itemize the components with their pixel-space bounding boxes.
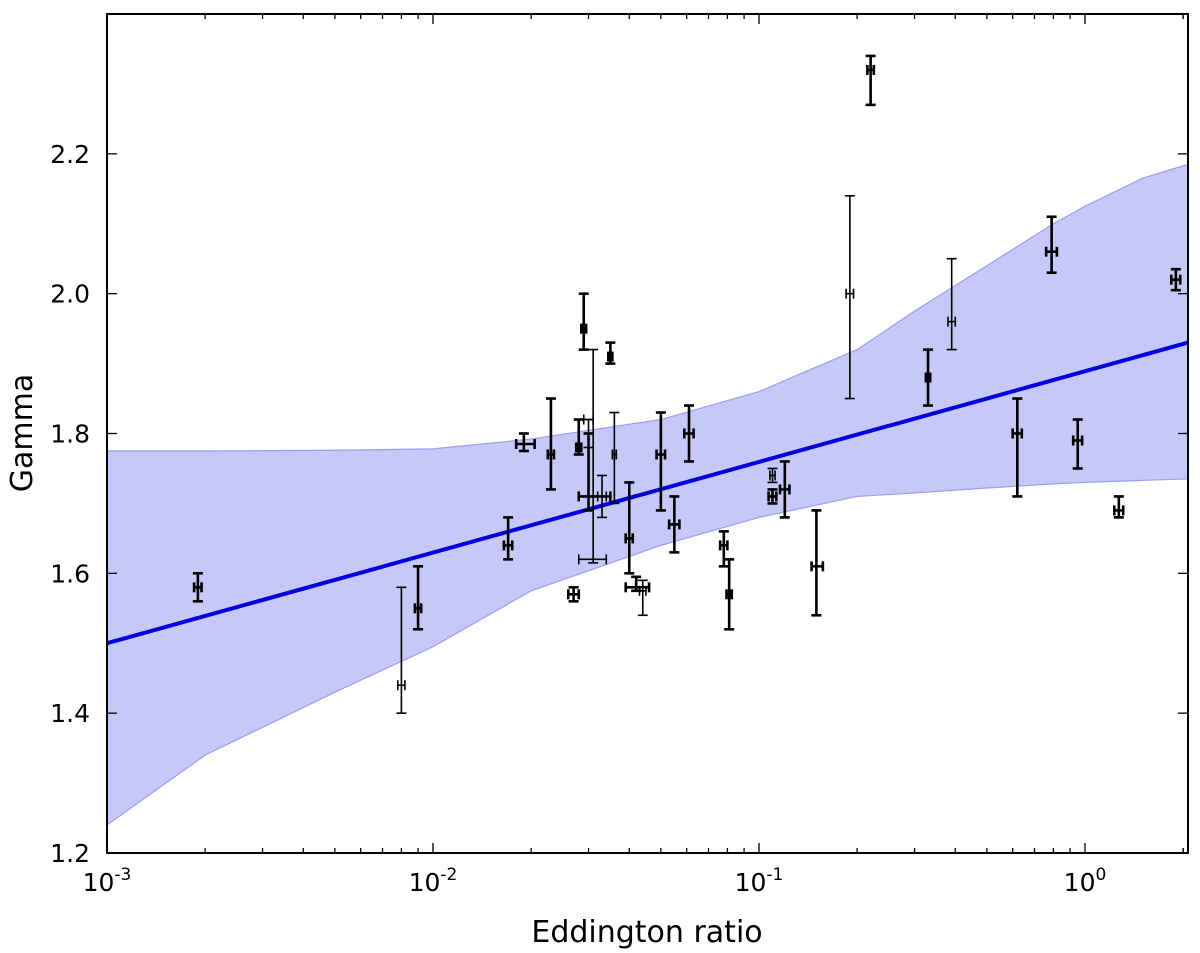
data-point xyxy=(577,432,612,512)
data-point xyxy=(844,194,855,400)
y-tick-label: 1.4 xyxy=(50,699,90,728)
x-tick-exponent: -1 xyxy=(766,865,783,885)
data-point xyxy=(810,509,825,617)
data-point xyxy=(946,257,957,351)
data-point xyxy=(778,460,791,519)
data-point xyxy=(577,348,608,565)
data-point xyxy=(1170,267,1182,292)
data-point xyxy=(682,404,695,463)
x-tick-label: 10-1 xyxy=(735,865,784,897)
band-upper-edge xyxy=(107,163,1188,452)
x-tick-exponent: 0 xyxy=(1095,865,1106,885)
data-point xyxy=(865,54,876,107)
x-tick-base: 10 xyxy=(1064,868,1096,897)
data-point xyxy=(413,565,424,631)
data-point xyxy=(396,586,407,714)
y-tick-label: 1.2 xyxy=(50,839,90,868)
x-tick-label: 10-2 xyxy=(409,865,458,897)
x-tick-base: 10 xyxy=(409,868,441,897)
data-point xyxy=(596,474,608,519)
x-tick-base: 10 xyxy=(83,868,115,897)
data-point xyxy=(1011,397,1024,498)
data-point xyxy=(192,572,203,603)
data-point xyxy=(609,411,620,505)
y-tick-label: 2.0 xyxy=(50,280,90,309)
data-point xyxy=(637,579,648,617)
data-point xyxy=(767,488,778,505)
data-point xyxy=(718,530,729,568)
data-point xyxy=(566,586,581,603)
data-point xyxy=(545,397,556,491)
x-tick-exponent: -3 xyxy=(114,865,131,885)
data-point xyxy=(502,516,514,561)
y-tick-label: 2.2 xyxy=(50,140,90,169)
data-point xyxy=(1071,418,1084,470)
y-axis-label: Gamma xyxy=(5,374,40,492)
x-tick-label: 100 xyxy=(1064,865,1107,897)
y-tick-label: 1.6 xyxy=(50,559,90,588)
x-axis-label: Eddington ratio xyxy=(531,915,762,950)
data-point xyxy=(1113,495,1125,519)
data-point xyxy=(624,481,635,575)
x-tick-exponent: -2 xyxy=(440,865,457,885)
data-point xyxy=(667,495,681,554)
y-tick-label: 1.8 xyxy=(50,420,90,449)
x-tick-base: 10 xyxy=(735,868,767,897)
fit-line xyxy=(107,340,1188,646)
data-point xyxy=(514,432,536,453)
data-point xyxy=(1044,215,1059,274)
data-point xyxy=(605,341,616,365)
data-point xyxy=(578,292,589,351)
x-tick-label: 10-3 xyxy=(83,865,132,897)
data-point xyxy=(655,411,667,512)
data-point xyxy=(923,348,934,407)
plot-frame xyxy=(106,13,1189,854)
data-point xyxy=(724,558,735,631)
data-point xyxy=(573,418,584,456)
band-lower-edge xyxy=(107,478,1188,826)
data-point xyxy=(767,467,778,484)
